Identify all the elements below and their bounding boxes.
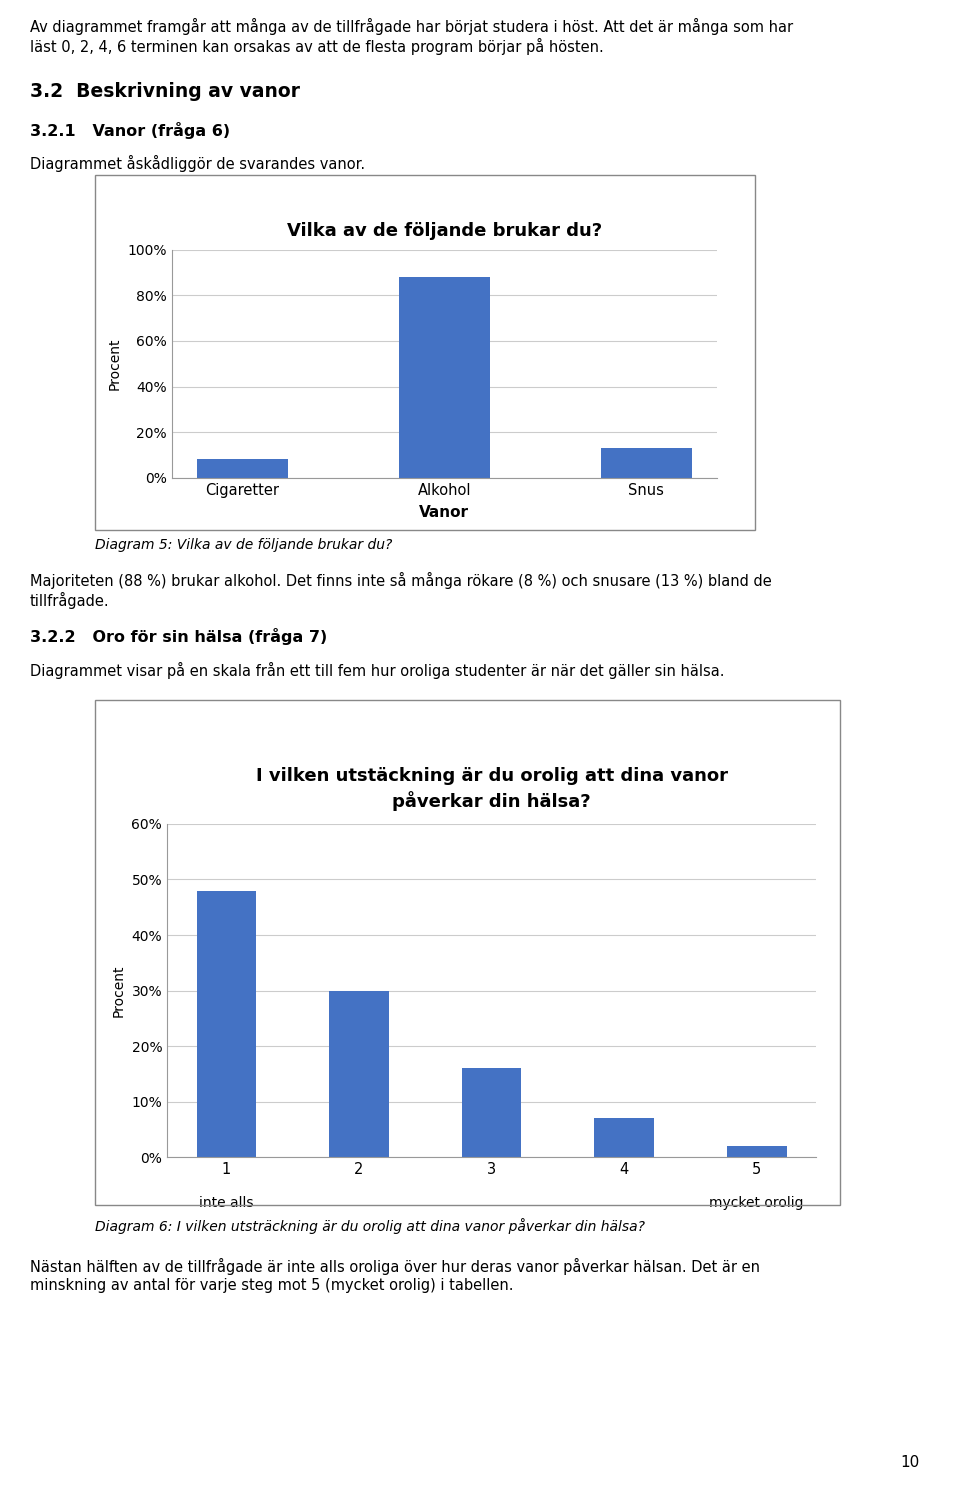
Bar [197,891,256,1157]
Text: Av diagrammet framgår att många av de tillfrågade har börjat studera i höst. Att: Av diagrammet framgår att många av de ti… [30,18,793,34]
Text: 10: 10 [900,1456,920,1471]
Bar [329,990,389,1157]
Bar [462,1069,521,1157]
Text: Diagrammet visar på en skala från ett till fem hur oroliga studenter är när det : Diagrammet visar på en skala från ett ti… [30,661,725,679]
Text: inte alls: inte alls [199,1196,253,1211]
Bar [594,1118,654,1157]
Title: I vilken utstäckning är du orolig att dina vanor
påverkar din hälsa?: I vilken utstäckning är du orolig att di… [255,767,728,811]
X-axis label: Vanor: Vanor [420,505,469,520]
Bar [197,460,288,478]
Text: Majoriteten (88 %) brukar alkohol. Det finns inte så många rökare (8 %) och snus: Majoriteten (88 %) brukar alkohol. Det f… [30,572,772,590]
Text: Diagram 6: I vilken utsträckning är du orolig att dina vanor påverkar din hälsa?: Diagram 6: I vilken utsträckning är du o… [95,1218,645,1233]
Text: 3.2.2   Oro för sin hälsa (fråga 7): 3.2.2 Oro för sin hälsa (fråga 7) [30,629,327,645]
Text: 3.2  Beskrivning av vanor: 3.2 Beskrivning av vanor [30,82,300,102]
Title: Vilka av de följande brukar du?: Vilka av de följande brukar du? [287,222,602,240]
Bar [727,1147,786,1157]
Text: läst 0, 2, 4, 6 terminen kan orsakas av att de flesta program börjar på hösten.: läst 0, 2, 4, 6 terminen kan orsakas av … [30,37,604,55]
Bar [398,278,490,478]
Text: Diagrammet åskådliggör de svarandes vanor.: Diagrammet åskådliggör de svarandes vano… [30,155,365,172]
Text: Nästan hälften av de tillfrågade är inte alls oroliga över hur deras vanor påver: Nästan hälften av de tillfrågade är inte… [30,1259,760,1275]
Text: mycket orolig: mycket orolig [709,1196,804,1211]
Bar [601,448,692,478]
Text: 3.2.1   Vanor (fråga 6): 3.2.1 Vanor (fråga 6) [30,122,230,139]
Y-axis label: Procent: Procent [108,337,122,390]
Y-axis label: Procent: Procent [111,964,126,1017]
Text: Diagram 5: Vilka av de följande brukar du?: Diagram 5: Vilka av de följande brukar d… [95,537,393,552]
Text: minskning av antal för varje steg mot 5 (mycket orolig) i tabellen.: minskning av antal för varje steg mot 5 … [30,1278,514,1293]
Text: tillfrågade.: tillfrågade. [30,593,109,609]
